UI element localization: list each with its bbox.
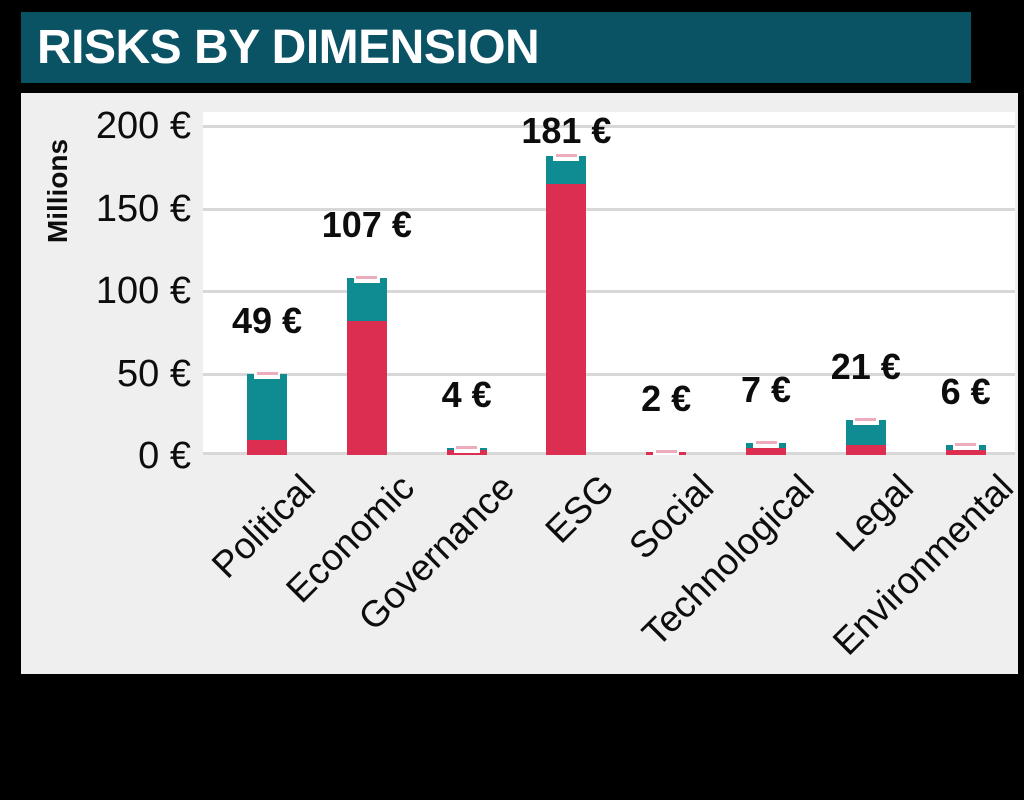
header-banner: RISKS BY DIMENSION [21,12,971,83]
value-label-esg: 181 € [521,110,612,151]
y-tick-label: 150 € [95,187,191,230]
y-tick-label: 100 € [95,270,191,312]
y-tick-label: 50 € [117,352,191,395]
y-tick-label: 0 € [138,435,191,477]
bar-esg-marker-line [555,154,577,158]
category-label-legal: Legal [828,466,922,560]
bar-political-marker-line [256,372,278,376]
x-axis-labels: Political Economic Governance ESG Social Tech… [21,466,1022,674]
bar-technological-red-segment [746,448,786,455]
value-label-social: 2 € [641,377,692,419]
bar-technological-marker-line [755,441,777,445]
y-tick-label: 200 € [95,105,191,147]
bar-legal-red-segment [845,445,886,455]
bar-esg-red-segment [546,184,587,455]
value-label-political: 49 € [231,300,303,342]
bar-environmental-marker-line [955,443,977,447]
bar-political-red-segment [247,440,287,455]
bar-economic-marker-line [356,276,378,280]
plot-area: 49 € 107 € 4 € 181 € 2 € 7 € 21 € 6 € [203,110,1015,455]
category-label-esg: ESG [537,466,622,551]
gridline-100 [203,290,1015,293]
gridline-50 [203,372,1015,376]
gridline-0 [203,452,1015,455]
value-label-technological: 7 € [740,369,792,411]
bar-economic-teal-segment [346,278,387,322]
value-label-governance: 4 € [441,374,492,416]
bar-governance-marker-line [456,446,478,450]
gridline-150 [203,207,1015,211]
bar-legal-marker-line [855,418,877,422]
chart-panel: Millions 49 €107 €4 €181 €2 €7 €21 €6 € … [21,93,1022,674]
value-label-environmental: 6 € [940,371,991,413]
bar-economic-red-segment [346,321,387,455]
value-label-legal: 21 € [830,346,901,388]
value-label-economic: 107 € [321,204,412,246]
bar-political-teal-segment [247,374,287,441]
bar-environmental-red-segment [945,450,986,455]
category-label-environmental: Environmental [824,466,1022,663]
gridline-200 [203,125,1015,128]
bar-social-marker-line [655,449,677,453]
page-title: RISKS BY DIMENSION [37,20,540,74]
